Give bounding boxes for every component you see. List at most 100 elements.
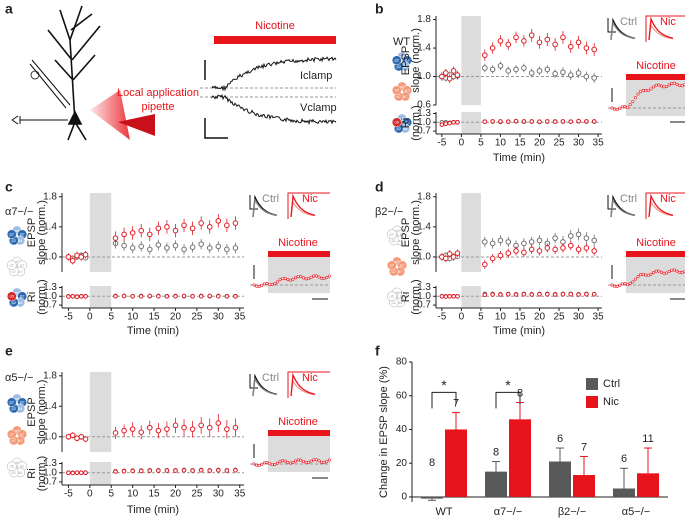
subunit-label: α7 [400,263,405,268]
inset-point [270,283,274,287]
inset-label: Nic [660,193,676,205]
data-point [156,293,161,299]
inset-point [618,106,622,110]
data-point [224,222,230,229]
x-tick-label: 25 [191,312,203,323]
legend-swatch [586,378,598,390]
data-point [173,468,178,473]
data-point [232,220,239,226]
y-axis-label: Ri [400,118,412,128]
data-point [450,68,457,74]
data-point [591,248,597,254]
data-point [155,242,162,248]
data-point [567,72,574,78]
data-point [74,294,80,300]
subunit-label: α4 [18,238,23,243]
data-point [70,293,76,299]
data-point [489,240,496,247]
inset-point [659,270,663,274]
y-tick-label: 1.3 [417,108,431,119]
data-point [498,292,503,297]
subunit-label: β2 [20,400,25,405]
inset-point [675,82,679,86]
trace [290,193,316,218]
data-point [552,292,558,297]
data-point [560,69,566,76]
x-tick-label: 20 [534,138,546,149]
data-point [112,430,119,436]
data-point [78,470,84,476]
y-tick-label: 1.8 [417,14,431,25]
subunit-label: α7 [15,259,20,264]
y-axis-label: (norm.) [36,279,48,314]
inset-point [610,283,614,287]
data-point [552,119,558,124]
data-point [233,467,238,473]
data-point [513,118,519,124]
subunit-label: α4 [403,64,408,69]
data-point [536,237,543,244]
bar [549,461,571,497]
subunit-label: α7 [396,94,401,99]
subunit-label: β2 [397,126,402,131]
y-tick-label: 0.7 [43,300,57,311]
data-point [505,239,512,245]
trace [648,200,674,218]
y-tick-label: 1.4 [417,43,431,54]
panel-label: b [375,1,384,17]
subunit-label: β2 [405,120,410,125]
data-point [138,243,145,250]
inset-point [667,83,671,87]
subunit-label: α7 [398,269,403,274]
data-point [443,121,449,127]
inset-point [268,462,272,466]
inset-point [304,461,308,465]
data-point [129,426,136,432]
y-tick-label: 1.4 [43,221,57,232]
inset-point [314,458,318,462]
inset-point [615,284,619,288]
inset-point [644,273,648,277]
data-point [442,255,449,262]
scale-bar [607,195,616,210]
data-point [69,432,76,439]
data-point [224,246,230,253]
inset-point [262,461,266,465]
data-point [130,468,135,474]
y-tick-label: 1.0 [43,431,57,442]
data-point [224,426,230,432]
subunit [386,291,397,302]
data-point [232,245,239,251]
data-point [583,235,590,241]
data-point [146,424,153,431]
inset-point [652,85,656,89]
y-tick-label: 1.3 [417,282,431,293]
subunit-label: β2 [12,238,17,243]
data-point [567,233,574,239]
inset-point [620,105,624,109]
data-point [482,65,488,71]
data-point [206,424,213,431]
inset-point [636,274,640,278]
drug-label: Nicotine [255,20,295,32]
data-point [591,75,597,81]
inset-point [667,270,671,274]
data-point [147,293,153,299]
data-point [513,292,519,297]
y-axis-label: EPSP [400,218,412,247]
subunit [6,229,17,240]
inset-point [291,277,295,281]
panel-label: f [375,343,380,359]
data-point [521,119,527,124]
inset-point [278,460,282,464]
inset-point [296,274,300,278]
data-point [215,420,222,426]
data-point [83,470,88,476]
data-point [138,468,144,474]
application-shade [89,286,112,308]
inset-point [657,269,661,273]
trace [211,93,337,125]
